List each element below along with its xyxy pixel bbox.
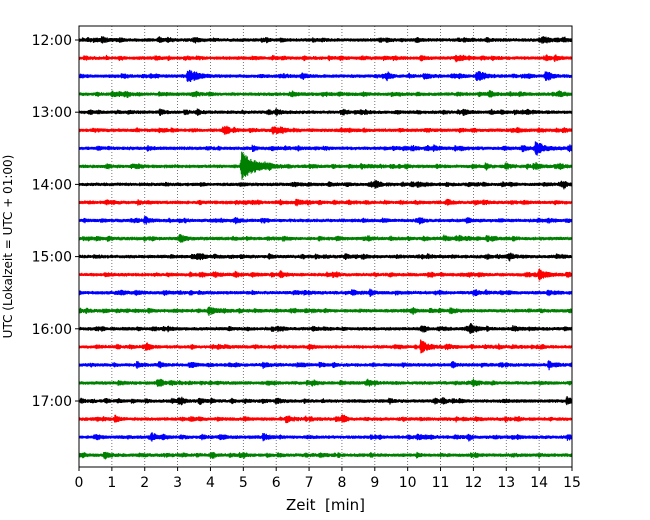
x-tick-label: 2 [140, 475, 149, 491]
seismogram-trace [78, 268, 573, 281]
seismogram-trace [78, 451, 573, 460]
seismogram-trace [78, 339, 573, 354]
seismogram-trace [78, 432, 573, 442]
seismogram-trace [78, 69, 573, 82]
y-tick-label: 17:00 [32, 394, 72, 410]
x-tick-label: 9 [370, 475, 379, 491]
seismogram-trace [78, 378, 573, 387]
y-tick-label: 14:00 [32, 177, 72, 193]
seismogram-trace [78, 151, 573, 180]
x-tick-label: 12 [464, 475, 482, 491]
x-tick-label: 14 [530, 475, 548, 491]
seismogram-trace [78, 125, 573, 135]
y-tick-label: 16:00 [32, 322, 72, 338]
seismogram-trace [78, 215, 573, 225]
x-tick-label: 1 [107, 475, 116, 491]
x-tick-label: 10 [399, 475, 417, 491]
seismogram-trace [78, 36, 573, 44]
seismogram-trace [78, 90, 573, 98]
x-tick-label: 0 [75, 475, 84, 491]
seismogram-trace [78, 414, 573, 424]
x-tick-label: 4 [206, 475, 215, 491]
seismogram-trace [78, 288, 573, 297]
y-axis-ticks: 12:00 13:00 14:00 15:00 16:00 17:00 [32, 33, 79, 410]
x-tick-label: 15 [563, 475, 581, 491]
seismogram-trace [78, 323, 573, 335]
y-axis-label: UTC (Lokalzeit = UTC + 01:00) [1, 155, 15, 339]
seismogram-trace [78, 395, 573, 406]
x-tick-label: 13 [497, 475, 515, 491]
x-tick-label: 7 [305, 475, 314, 491]
x-tick-label: 8 [337, 475, 346, 491]
seismogram-trace [78, 306, 573, 316]
seismogram-trace [78, 360, 573, 371]
traces [78, 36, 573, 460]
plot-frame [78, 25, 573, 468]
x-tick-label: 6 [272, 475, 281, 491]
x-tick-label: 3 [173, 475, 182, 491]
x-axis-label: Zeit [min] [286, 496, 365, 514]
seismogram-trace [78, 54, 573, 63]
seismogram-trace [78, 234, 573, 243]
seismogram-trace [78, 198, 573, 207]
x-axis-ticks: 0 1 2 3 4 5 6 7 8 9 10 11 12 13 14 15 [75, 467, 581, 491]
y-tick-label: 13:00 [32, 105, 72, 121]
seismogram-trace [78, 252, 573, 262]
seismogram-trace [78, 180, 573, 190]
seismogram-trace [78, 141, 573, 156]
x-tick-label: 11 [432, 475, 450, 491]
seismogram-trace [78, 108, 573, 117]
y-tick-label: 15:00 [32, 250, 72, 266]
x-tick-label: 5 [239, 475, 248, 491]
y-tick-label: 12:00 [32, 33, 72, 49]
